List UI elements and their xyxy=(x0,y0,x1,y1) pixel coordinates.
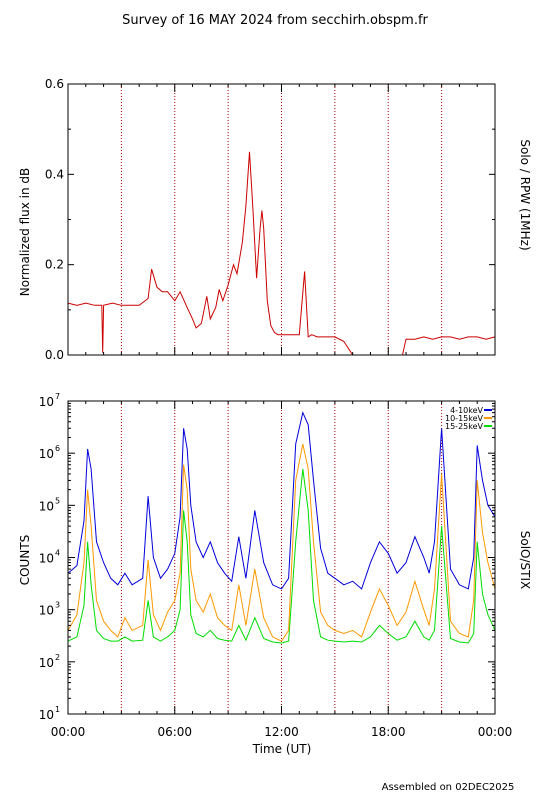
rpw-y-tick-label: 0.6 xyxy=(45,77,64,91)
stix-x-tick-label: 18:00 xyxy=(371,725,406,739)
stix-x-tick-label: 12:00 xyxy=(264,725,299,739)
stix-time-grid xyxy=(120,401,443,714)
stix-y-tick-label: 10 xyxy=(39,499,54,513)
stix-legend-label: 10-15keV xyxy=(445,414,484,423)
stix-y-tick-label: 10 xyxy=(39,447,54,461)
rpw-series-line-1 xyxy=(402,336,496,356)
assembled-footer: Assembled on 02DEC2025 xyxy=(382,782,515,793)
stix-y-tick-exponent: 7 xyxy=(55,392,60,401)
stix-instrument-label: SolO/STIX xyxy=(518,531,532,590)
stix-y-tick-exponent: 6 xyxy=(55,444,60,453)
figure-title: Survey of 16 MAY 2024 from secchirh.obsp… xyxy=(122,13,428,28)
rpw-y-tick-label: 0.4 xyxy=(45,167,64,181)
stix-x-tick-label: 00:00 xyxy=(51,725,86,739)
stix-y-tick-exponent: 2 xyxy=(55,653,60,662)
stix-series xyxy=(67,411,496,644)
time-axis-label: Time (UT) xyxy=(252,742,312,756)
rpw-axes: 0.0 0.2 0.4 0.6 xyxy=(45,77,496,362)
rpw-instrument-label: Solo / RPW (1MHz) xyxy=(518,139,532,250)
stix-y-tick-label: 10 xyxy=(39,604,54,618)
rpw-y-tick-label: 0.2 xyxy=(45,258,64,272)
stix-legend-label: 15-25keV xyxy=(445,422,484,431)
stix-y-tick-exponent: 3 xyxy=(55,601,60,610)
stix-legend-label: 4-10keV xyxy=(450,406,483,415)
stix-x-tick-label: 00:00 xyxy=(478,725,513,739)
stix-series-line-2 xyxy=(67,468,496,644)
stix-y-tick-label: 10 xyxy=(39,708,54,722)
stix-y-tick-label: 10 xyxy=(39,552,54,566)
stix-y-tick-label: 10 xyxy=(39,656,54,670)
stix-series-line-1 xyxy=(67,443,496,642)
stix-y-axis-label: COUNTS xyxy=(18,535,32,586)
rpw-y-tick-label: 0.0 xyxy=(45,348,64,362)
stix-y-tick-exponent: 1 xyxy=(55,705,60,714)
stix-x-tick-label: 06:00 xyxy=(157,725,192,739)
stix-y-tick-exponent: 5 xyxy=(55,496,60,505)
stix-y-tick-label: 10 xyxy=(39,395,54,409)
rpw-series-line-0 xyxy=(67,151,354,356)
stix-series-line-0 xyxy=(67,411,496,590)
rpw-time-grid xyxy=(120,84,443,355)
stix-y-tick-exponent: 4 xyxy=(55,549,60,558)
rpw-series xyxy=(67,151,496,356)
rpw-y-axis-label: Normalized flux in dB xyxy=(18,168,32,297)
